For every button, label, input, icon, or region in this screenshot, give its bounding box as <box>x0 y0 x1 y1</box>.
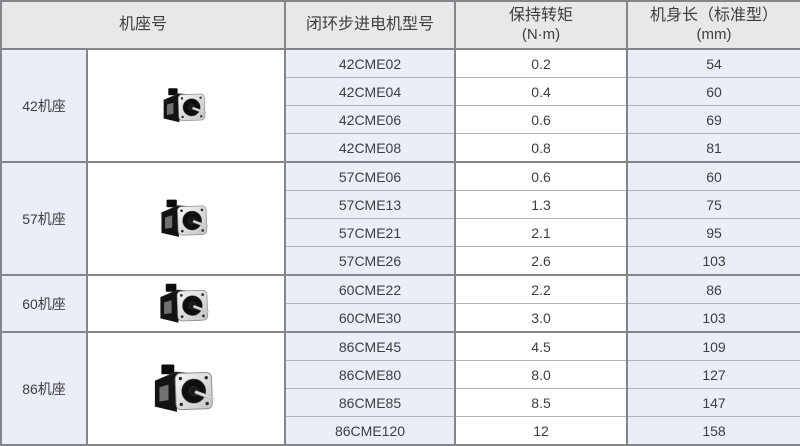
header-length-line1: 机身长（标准型） <box>650 6 779 24</box>
frame-label-86: 86机座 <box>0 331 88 446</box>
length-cell: 60 <box>626 161 800 191</box>
torque-cell: 0.4 <box>454 77 629 106</box>
torque-cell: 2.1 <box>454 218 629 247</box>
table-row: 60机座 60CME22 2.2 86 <box>0 274 800 333</box>
length-cell: 95 <box>626 218 800 247</box>
model-cell: 60CME22 <box>284 274 457 304</box>
header-torque-line1: 保持转矩 <box>509 6 574 24</box>
motor-image-cell-86 <box>85 331 287 446</box>
table-header-row: 机座号 闭环步进电机型号 保持转矩 (N·m) 机身长（标准型） (mm) <box>0 0 800 50</box>
model-cell: 86CME45 <box>284 331 457 361</box>
model-cell: 42CME02 <box>284 48 457 78</box>
stepper-motor-57-icon <box>155 196 217 241</box>
torque-cell: 0.8 <box>454 133 629 163</box>
torque-cell: 3.0 <box>454 303 629 333</box>
torque-cell: 0.6 <box>454 105 629 134</box>
table-row: 86机座 86CME45 4.5 109 <box>0 331 800 446</box>
header-model: 闭环步进电机型号 <box>284 0 457 50</box>
model-cell: 57CME13 <box>284 190 457 219</box>
model-cell: 42CME06 <box>284 105 457 134</box>
motor-image-cell-60 <box>85 274 287 333</box>
torque-cell: 12 <box>454 416 629 446</box>
torque-cell: 1.3 <box>454 190 629 219</box>
motor-image-cell-42 <box>85 48 287 163</box>
frame-label-57: 57机座 <box>0 161 88 276</box>
table-row: 42CME08 0.8 81 <box>1 133 800 163</box>
length-cell: 81 <box>626 133 800 163</box>
length-cell: 86 <box>626 274 800 304</box>
length-cell: 127 <box>626 360 800 389</box>
torque-cell: 2.6 <box>454 246 629 276</box>
stepper-motor-60-icon <box>154 280 218 327</box>
torque-cell: 8.0 <box>454 360 629 389</box>
length-cell: 54 <box>626 48 800 78</box>
torque-cell: 4.5 <box>454 331 629 361</box>
length-cell: 103 <box>626 303 800 333</box>
frame-label-60: 60机座 <box>0 274 88 333</box>
torque-cell: 2.2 <box>454 274 629 304</box>
length-cell: 69 <box>626 105 800 134</box>
model-cell: 42CME08 <box>284 133 457 163</box>
table-row: 86CME80 8.0 127 <box>1 360 800 389</box>
header-length-unit: (mm) <box>696 25 732 43</box>
model-cell: 57CME06 <box>284 161 457 191</box>
table-row: 57CME13 1.3 75 <box>1 190 800 219</box>
frame-label-42: 42机座 <box>0 48 88 163</box>
model-cell: 57CME21 <box>284 218 457 247</box>
model-cell: 42CME04 <box>284 77 457 106</box>
table-row: 57机座 57CME06 0.6 60 <box>0 161 800 276</box>
header-length: 机身长（标准型） (mm) <box>626 0 800 50</box>
length-cell: 158 <box>626 416 800 446</box>
header-frame: 机座号 <box>0 0 287 50</box>
torque-cell: 8.5 <box>454 388 629 417</box>
group-86: 86机座 86CME45 4.5 109 86CME80 8.0 127 86C… <box>0 331 800 446</box>
stepper-motor-86-icon <box>147 360 225 417</box>
model-cell: 60CME30 <box>284 303 457 333</box>
stepper-motor-42-icon <box>158 85 214 126</box>
length-cell: 109 <box>626 331 800 361</box>
table-row: 42CME04 0.4 60 <box>1 77 800 106</box>
length-cell: 103 <box>626 246 800 276</box>
length-cell: 60 <box>626 77 800 106</box>
torque-cell: 0.6 <box>454 161 629 191</box>
model-cell: 86CME80 <box>284 360 457 389</box>
header-torque: 保持转矩 (N·m) <box>454 0 629 50</box>
table-row: 57CME21 2.1 95 <box>1 218 800 247</box>
table-row: 42机座 42CME02 0.2 54 <box>0 48 800 163</box>
table-row: 86CME85 8.5 147 <box>1 388 800 417</box>
group-60: 60机座 60CME22 2.2 86 60CME30 3.0 103 <box>0 274 800 333</box>
table-row: 60CME30 3.0 103 <box>1 303 800 333</box>
length-cell: 75 <box>626 190 800 219</box>
group-57: 57机座 57CME06 0.6 60 57CME13 1.3 75 57CME… <box>0 161 800 276</box>
length-cell: 147 <box>626 388 800 417</box>
header-torque-unit: (N·m) <box>521 25 561 43</box>
model-cell: 57CME26 <box>284 246 457 276</box>
motor-image-cell-57 <box>85 161 287 276</box>
torque-cell: 0.2 <box>454 48 629 78</box>
model-cell: 86CME120 <box>284 416 457 446</box>
model-cell: 86CME85 <box>284 388 457 417</box>
table-row: 42CME06 0.6 69 <box>1 105 800 134</box>
group-42: 42机座 42CME02 0.2 54 42CME04 0.4 60 42CME… <box>0 48 800 163</box>
